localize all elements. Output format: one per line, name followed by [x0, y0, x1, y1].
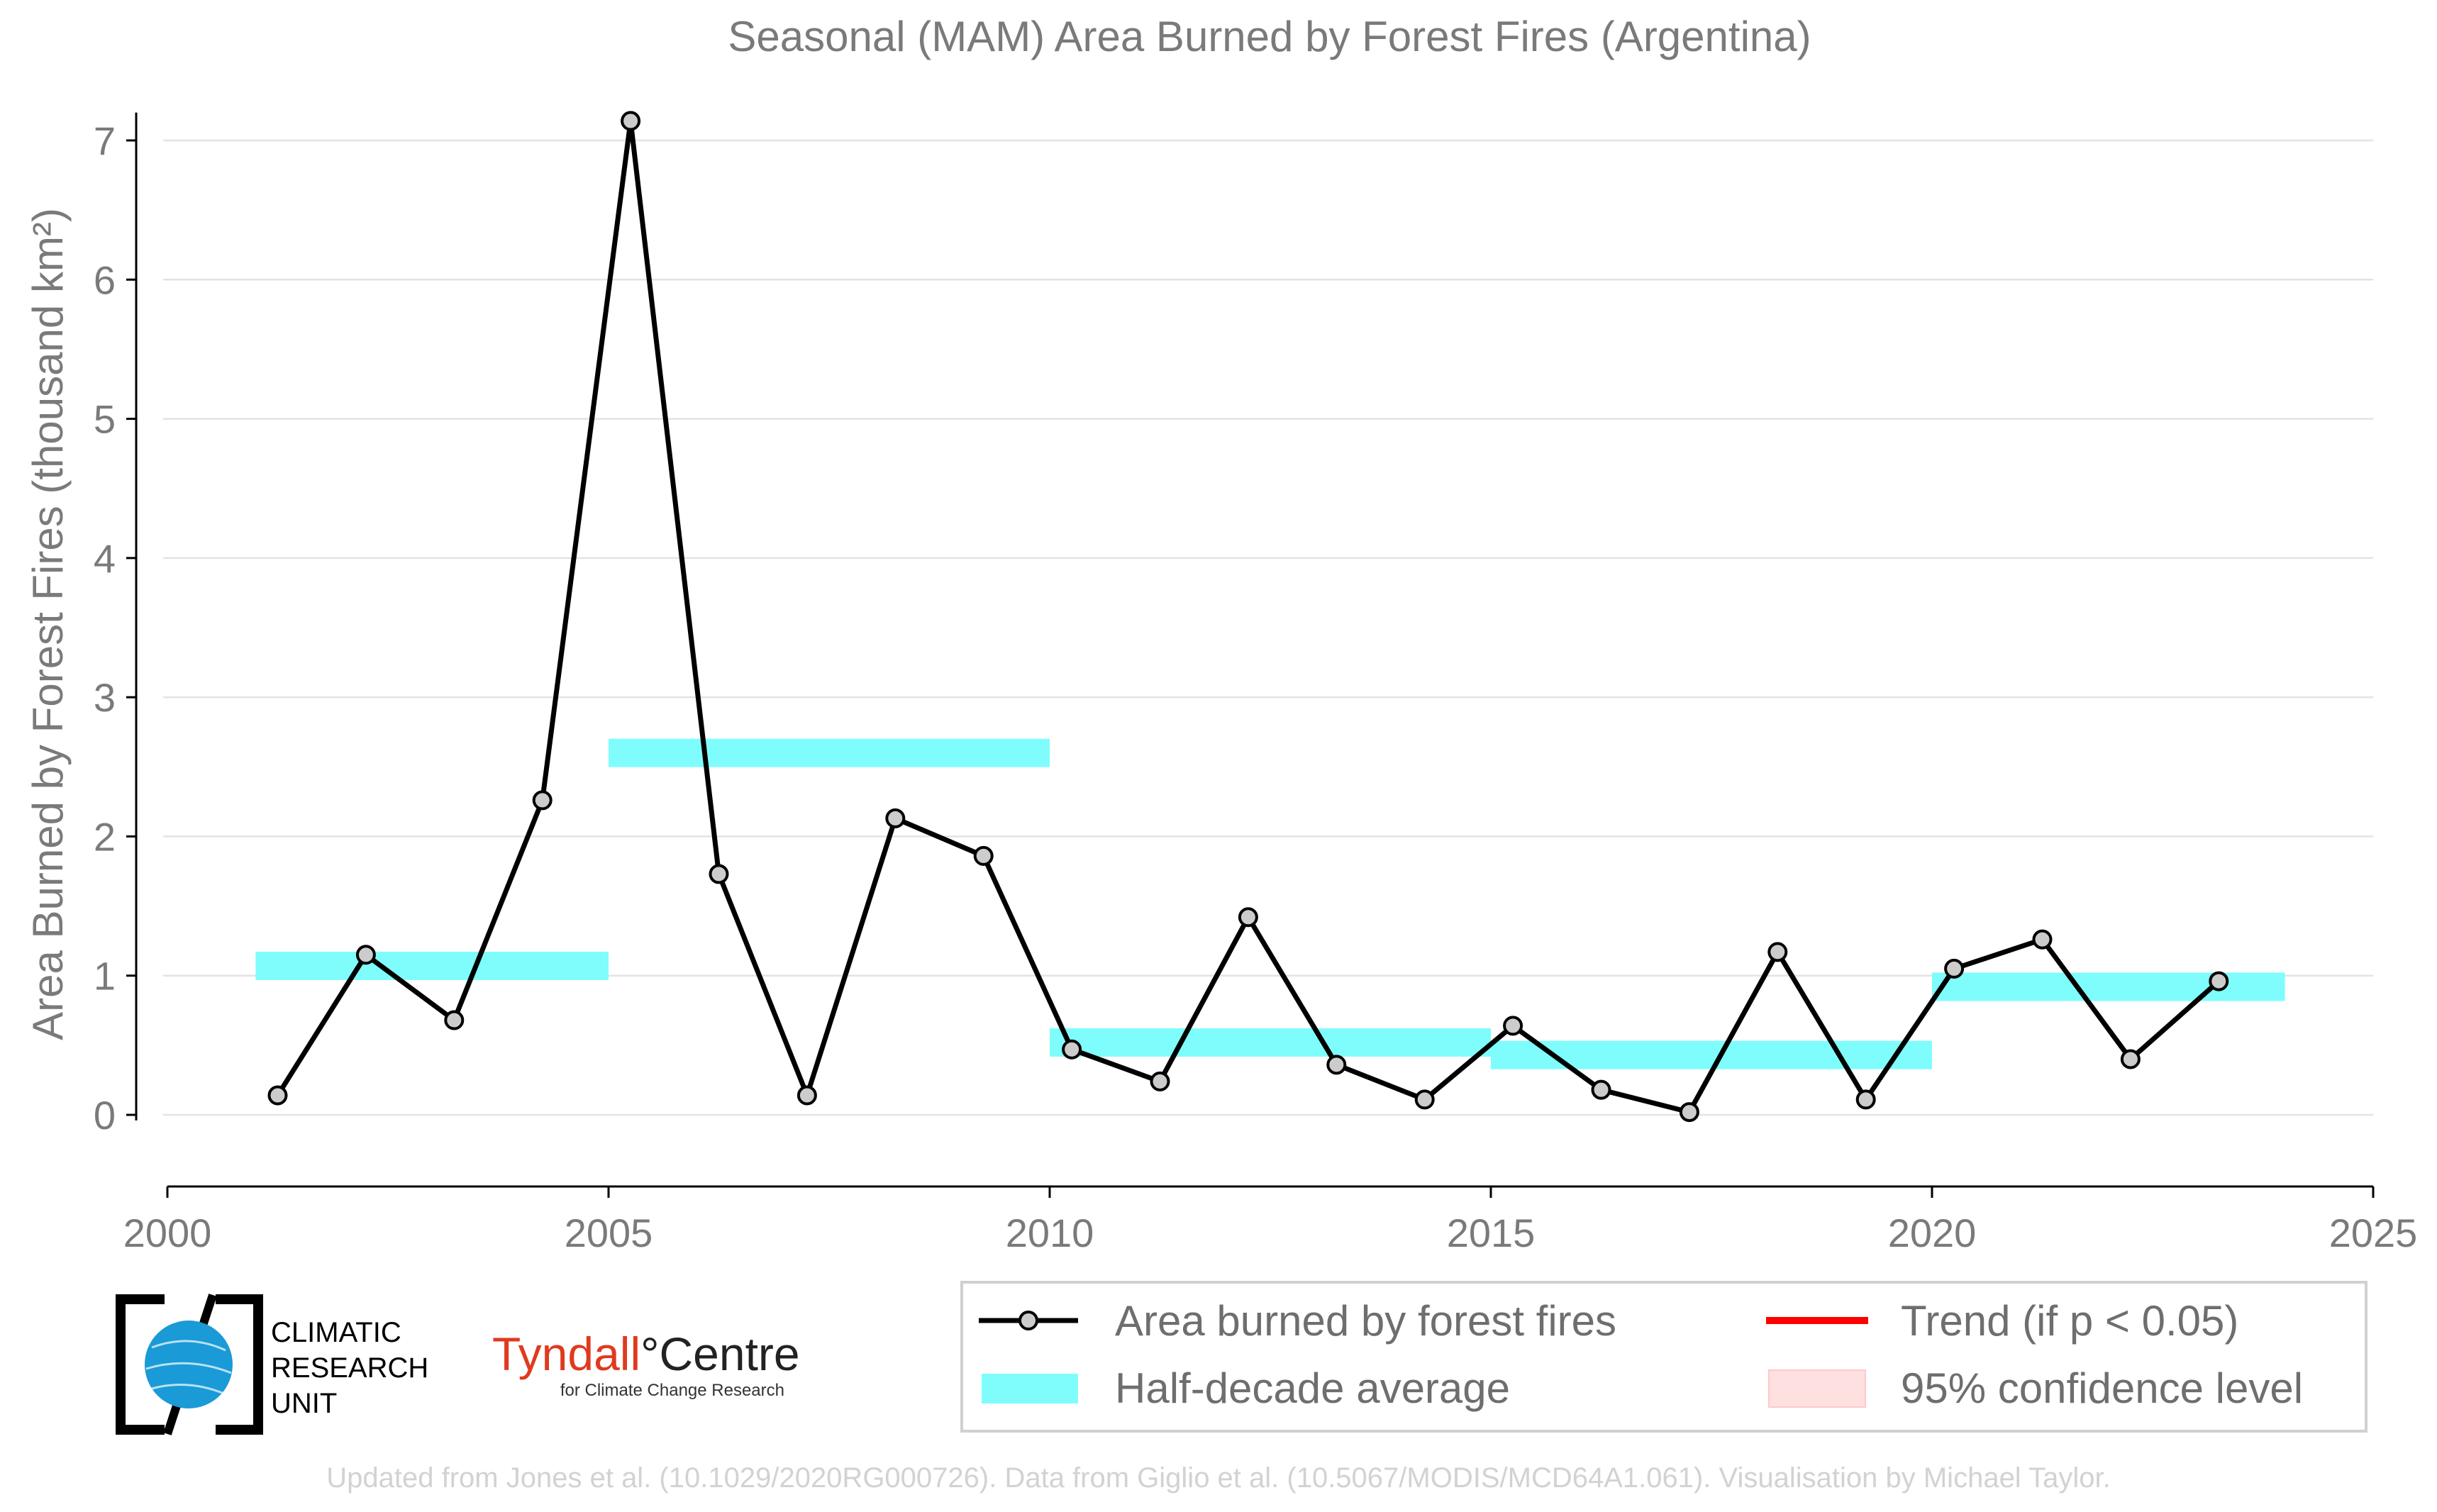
data-point — [1062, 1039, 1082, 1060]
tyndall-logo: Tyndall°Centre for Climate Change Resear… — [492, 1328, 800, 1400]
x-tick-label-2005: 2005 — [565, 1211, 653, 1255]
y-tick-label-5: 5 — [94, 397, 116, 442]
data-point — [709, 864, 729, 884]
series-area-burned — [267, 111, 2229, 1123]
globe-icon-lines — [145, 1340, 232, 1396]
legend-label-confidence: 95% confidence level — [1901, 1364, 2303, 1412]
data-point — [1767, 942, 1788, 962]
legend-item-area-burned: Area burned by forest fires — [979, 1297, 1616, 1345]
data-point — [1944, 958, 1965, 979]
cru-logo-line-2: RESEARCH — [271, 1352, 428, 1384]
data-point — [355, 945, 376, 965]
tyndall-logo-subtitle: for Climate Change Research — [560, 1381, 784, 1400]
x-tick-label-2010: 2010 — [1006, 1211, 1094, 1255]
data-point — [1414, 1089, 1435, 1110]
half-decade-average-bands — [255, 738, 2285, 1069]
legend-label-half-decade: Half-decade average — [1115, 1364, 1510, 1412]
y-tick-label-0: 0 — [94, 1093, 116, 1138]
y-tick-label-2: 2 — [94, 814, 116, 859]
legend-item-half-decade: Half-decade average — [982, 1364, 1510, 1412]
half-decade-band-4 — [1932, 972, 2285, 1001]
data-point — [2120, 1049, 2141, 1069]
tyndall-logo-name: Tyndall — [492, 1328, 640, 1380]
footer-credits: Updated from Jones et al. (10.1029/2020R… — [326, 1462, 2110, 1494]
cru-logo: CLIMATIC RESEARCH UNIT — [116, 1294, 428, 1435]
data-point — [1150, 1071, 1170, 1091]
y-tick-label-3: 3 — [94, 675, 116, 720]
legend: Area burned by forest fires Trend (if p … — [960, 1281, 2367, 1433]
legend-item-trend: Trend (if p < 0.05) — [1766, 1297, 2238, 1345]
cru-logo-bracket-left — [116, 1294, 165, 1435]
tyndall-logo-wordmark: Tyndall°Centre — [492, 1328, 800, 1380]
data-point — [796, 1085, 817, 1106]
legend-label-area-burned: Area burned by forest fires — [1115, 1297, 1616, 1345]
legend-band-swatch — [982, 1374, 1078, 1403]
cru-logo-line-3: UNIT — [271, 1388, 337, 1419]
chart-title: Seasonal (MAM) Area Burned by Forest Fir… — [728, 13, 1811, 60]
data-point — [1855, 1089, 1876, 1110]
data-point — [885, 808, 906, 828]
data-point — [1679, 1102, 1699, 1123]
y-tick-label-6: 6 — [94, 257, 116, 302]
half-decade-band-1 — [609, 738, 1050, 767]
x-tick-label-2015: 2015 — [1447, 1211, 1536, 1255]
legend-confidence-swatch — [1768, 1369, 1866, 1408]
half-decade-band-2 — [1050, 1028, 1491, 1057]
x-tick-label-2000: 2000 — [123, 1211, 212, 1255]
y-tick-label-7: 7 — [94, 118, 116, 163]
data-point — [2032, 929, 2053, 950]
data-point — [1326, 1055, 1347, 1075]
legend-frame — [960, 1281, 2367, 1433]
data-point — [1591, 1079, 1611, 1100]
tyndall-logo-suffix: °Centre — [640, 1328, 800, 1380]
y-tick-label-4: 4 — [94, 536, 116, 581]
legend-label-trend: Trend (if p < 0.05) — [1901, 1297, 2238, 1345]
y-axis-label: Area Burned by Forest Fires (thousand km… — [24, 208, 72, 1040]
y-tick-label-1: 1 — [94, 954, 116, 999]
y-axis: 0 1 2 3 4 5 6 7 — [94, 112, 138, 1138]
cru-logo-line-1: CLIMATIC — [271, 1317, 401, 1348]
x-tick-label-2020: 2020 — [1888, 1211, 1977, 1255]
x-axis: 2000 2005 2010 2015 2020 2025 — [123, 1185, 2418, 1255]
legend-item-confidence: 95% confidence level — [1768, 1364, 2303, 1412]
x-tick-label-2025: 2025 — [2329, 1211, 2418, 1255]
data-point — [1503, 1016, 1523, 1036]
data-point — [2209, 971, 2229, 991]
data-point — [1238, 907, 1258, 928]
data-point — [621, 111, 641, 131]
data-point — [267, 1085, 288, 1106]
data-point — [973, 845, 994, 866]
data-point — [444, 1010, 465, 1030]
half-decade-band-0 — [255, 951, 609, 980]
cru-logo-bracket-right — [216, 1294, 263, 1435]
legend-marker-swatch — [1018, 1311, 1038, 1330]
data-point — [532, 790, 553, 811]
